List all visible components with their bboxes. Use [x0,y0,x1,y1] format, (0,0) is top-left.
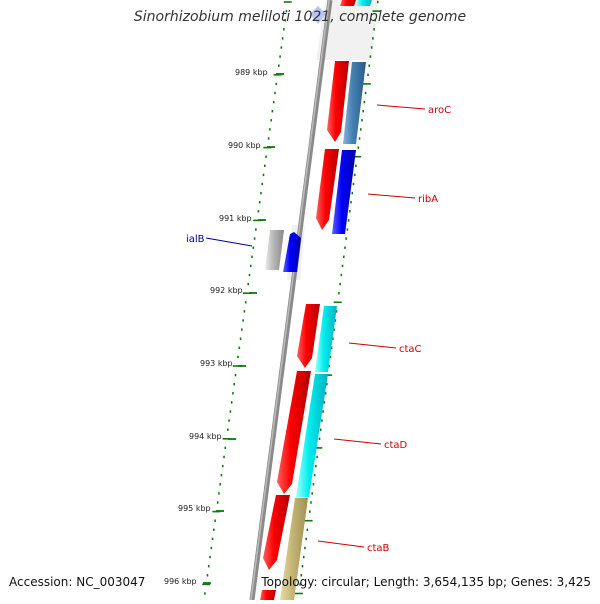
gene-arrow-top-red[interactable] [340,0,356,6]
gene-labels: aroC ribA ialB ctaC ctaD ctaB [186,105,451,554]
scale-labels: 989 kbp 990 kbp 991 kbp 992 kbp 993 kbp … [164,68,268,586]
scale-label: 990 kbp [228,141,261,150]
gene-block-khaki[interactable] [280,498,308,600]
secondary-track-features [280,0,372,600]
gene-label-ctaD[interactable]: ctaD [384,440,408,451]
gene-arrow-ctaC[interactable] [297,304,320,368]
scale-label: 994 kbp [189,432,222,441]
accession-text: Accession: NC_003047 [9,575,146,589]
gene-block-cyan-2[interactable] [296,374,328,497]
scale-ticks [202,0,381,595]
scale-label: 995 kbp [178,504,211,513]
gene-arrow-ctaD[interactable] [277,371,311,494]
gene-block-grey[interactable] [265,230,284,270]
gene-label-ialB[interactable]: ialB [186,234,205,245]
gene-arrow-ialB[interactable] [283,232,301,272]
scale-label: 992 kbp [210,286,243,295]
scale-label: 996 kbp [164,577,197,586]
top-marker [310,6,326,24]
gene-block-steelblue[interactable] [343,62,366,144]
genome-title: Sinorhizobium meliloti 1021, complete ge… [133,9,467,25]
gene-label-ctaC[interactable]: ctaC [399,344,422,355]
forward-strand-features [260,0,356,600]
scale-label: 993 kbp [200,359,233,368]
topology-text: Topology: circular; Length: 3,654,135 bp… [261,575,591,589]
scale-label: 989 kbp [235,68,268,77]
gene-arrow-aroC[interactable] [327,61,349,142]
gene-block-cyan-top[interactable] [356,0,372,6]
gene-block-blue[interactable] [332,150,356,234]
gene-label-ribA[interactable]: ribA [418,194,438,205]
gene-label-aroC[interactable]: aroC [428,105,451,116]
label-leaders [205,104,426,548]
gene-arrow-ctaB[interactable] [263,495,290,570]
scale-label: 991 kbp [219,214,252,223]
genome-backbone [249,0,333,601]
gene-label-ctaB[interactable]: ctaB [367,543,390,554]
gene-arrow-ribA[interactable] [316,149,339,230]
gene-arrow-bottom-red[interactable] [260,590,276,600]
reverse-strand-features [265,6,326,272]
gene-block-cyan-1[interactable] [315,306,337,372]
